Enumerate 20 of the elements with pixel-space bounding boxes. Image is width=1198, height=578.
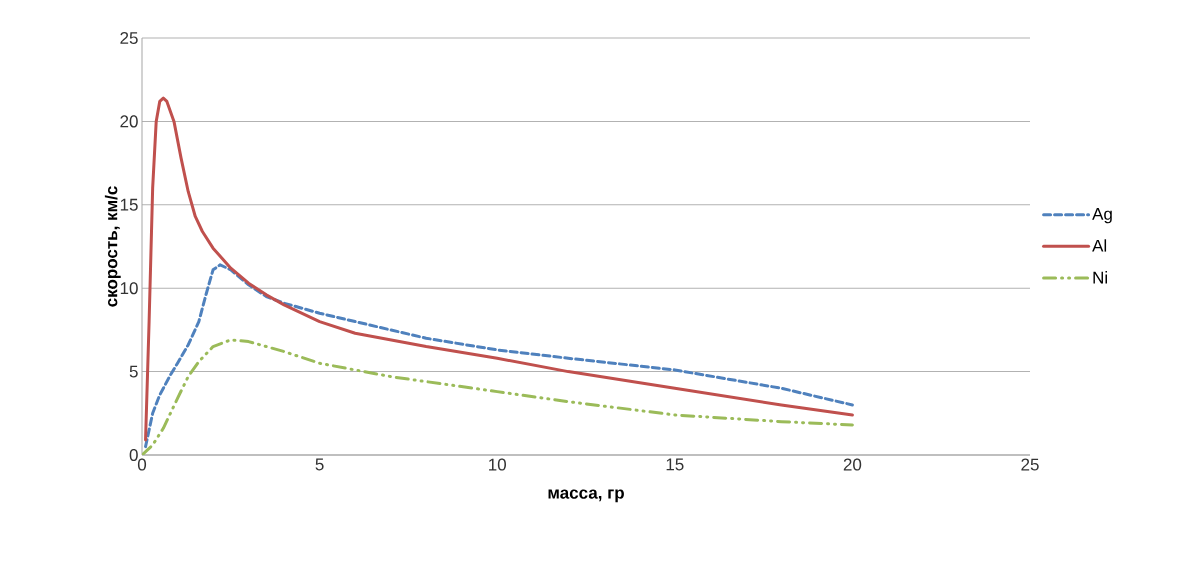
- line-series: [144, 263, 854, 449]
- y-tick-label: 15: [120, 198, 138, 211]
- x-tick-label: 0: [137, 458, 147, 471]
- legend-label: Ag: [1092, 208, 1112, 224]
- y-tick-label: 25: [120, 31, 138, 45]
- x-tick-label: 15: [666, 458, 684, 471]
- y-tick-label: 5: [129, 365, 138, 378]
- x-axis-title: масса, гр: [548, 489, 624, 503]
- y-axis-title: скорость, км/с: [104, 186, 121, 307]
- line-series: [142, 338, 854, 455]
- y-tick-label: 0: [129, 448, 138, 462]
- legend-label: Al: [1092, 239, 1107, 252]
- x-tick-label: 20: [843, 458, 862, 471]
- x-tick-label: 25: [1021, 458, 1039, 471]
- line-series: [144, 96, 854, 442]
- y-tick-label: 20: [120, 115, 138, 128]
- y-tick-label: 10: [120, 282, 138, 295]
- x-tick-label: 10: [489, 458, 506, 471]
- x-tick-label: 5: [315, 458, 324, 471]
- legend-label: Ni: [1093, 271, 1107, 284]
